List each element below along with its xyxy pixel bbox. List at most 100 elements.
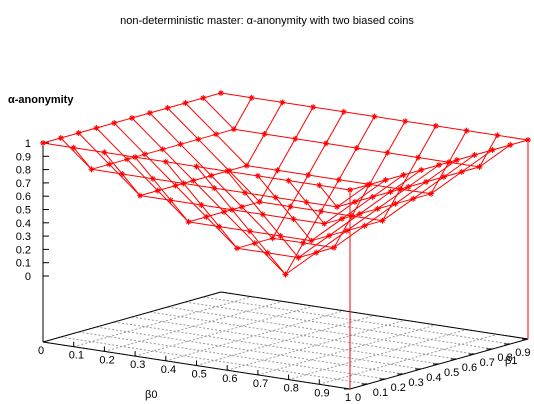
surface-mesh-line [387,153,418,158]
surface-mesh-line [245,193,276,198]
surface-mesh-line [181,139,199,144]
surface-mesh-line [357,148,388,153]
surface-mesh-line [295,139,326,144]
surface-mesh-line [168,103,186,108]
surface-mesh-line [193,176,211,181]
surface-mesh-line [237,243,255,248]
y-axis-label-text: β1 [505,355,517,367]
floor-grid-line [203,297,510,344]
surface-mesh-line [166,162,184,184]
surface-mesh-line [286,243,304,275]
surface-point [249,95,255,101]
y-tick-label: 0.5 [444,367,459,379]
surface-point [305,172,311,178]
x-tick-label: 0.6 [222,373,237,385]
surface-mesh-line [216,134,247,165]
surface-mesh-line [198,134,216,139]
surface-mesh-line [308,175,339,180]
surface-point [494,132,500,138]
surface-point [372,114,378,120]
surface-mesh-line [185,103,216,134]
surface-mesh-line [242,207,273,238]
surface-mesh-line [104,152,135,157]
surface-mesh-line [158,191,189,222]
surface-mesh-line [92,164,110,169]
x-tick-label: 1 [345,392,351,404]
surface-mesh-line [171,200,202,205]
surface-mesh-line [197,167,228,172]
x-tick-label: 0.7 [253,378,268,390]
surface-mesh-line [268,253,299,258]
surface-mesh [43,93,528,389]
surface-point [384,150,390,156]
surface-mesh-line [132,118,163,149]
surface-mesh-line [405,121,436,126]
z-tick-label: 0.8 [16,165,31,177]
y-tick-label: 0.3 [408,377,423,389]
surface-point [287,204,293,210]
surface-mesh-line [74,148,105,153]
surface-mesh-line [150,113,181,144]
surface-mesh-line [510,140,528,145]
y-axis-label: β1 [505,355,517,367]
surface-markers [40,90,531,278]
surface-point [310,104,316,110]
z-tick-label: 0.1 [16,258,31,270]
y-tick-label: 0.6 [462,362,477,374]
surface-mesh-line [449,131,467,163]
surface-point [336,177,342,183]
surface-point [275,167,281,173]
surface-point [464,128,470,134]
surface-mesh-line [326,112,344,144]
surface-mesh-line [214,188,245,193]
surface-point [218,90,224,96]
x-tick-label: 0.3 [130,359,145,371]
surface-mesh-line [198,139,229,170]
surface-mesh-line [326,143,357,148]
surface-mesh-line [387,121,405,153]
surface-mesh-line [339,148,357,180]
surface-mesh-line [344,112,375,117]
surface-point [415,155,421,161]
surface-mesh-line [357,117,375,149]
surface-point [279,99,285,105]
surface-mesh-line [234,98,252,130]
surface-point [525,137,531,143]
z-tick-label: 0.4 [16,218,31,230]
surface-mesh-line [247,134,265,166]
surface-mesh-line [114,118,132,123]
surface-mesh-line [319,185,350,190]
surface-point [292,136,298,142]
surface-mesh-line [153,179,171,201]
surface-point [433,123,439,129]
surface-mesh-line [96,123,114,128]
y-tick-label: 0.9 [515,347,530,359]
surface-mesh-line [150,108,168,113]
surface-mesh-line [282,102,313,107]
surface-mesh-line [258,176,289,181]
surface-mesh-line [163,144,181,149]
surface-mesh-line [294,219,325,224]
surface-mesh-line [339,180,370,185]
surface-mesh-line [229,166,247,171]
surface-mesh-line [214,188,232,210]
surface-mesh-line [290,207,321,212]
surface-mesh-line [166,162,197,167]
surface-mesh-line [252,98,283,103]
x-tick-label: 0.1 [69,350,84,362]
surface-mesh-line [153,179,184,184]
surface-mesh-line [250,231,268,253]
surface-mesh-line [61,133,79,138]
surface-point [341,109,347,115]
z-tick-label: 0.2 [16,244,31,256]
surface-mesh-line [219,227,250,232]
surface-point [300,240,306,246]
surface-point [354,145,360,151]
surface-point [318,208,324,214]
surface-mesh-line [203,93,221,98]
y-tick-label: 0.2 [391,382,406,394]
x-tick-label: 0 [38,345,44,357]
surface-mesh-line [145,154,176,185]
